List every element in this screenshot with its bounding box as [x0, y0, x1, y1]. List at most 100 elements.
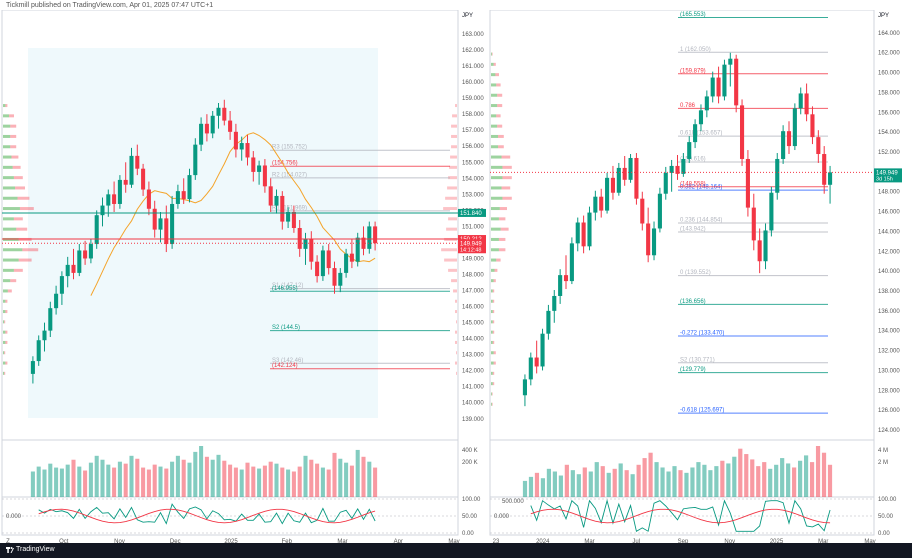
- level-label: 0.786: [680, 103, 696, 109]
- volume-profile-right-bar: [455, 361, 457, 365]
- time-tick-label: Apr: [394, 539, 403, 543]
- right-chart-pane[interactable]: (165.553) 1 (162.050) (159.879) 0.786 0.618 …: [488, 9, 912, 545]
- candles: [522, 52, 833, 407]
- volume-bar: [141, 467, 146, 497]
- volume-profile-bar-up: [491, 361, 494, 365]
- volume-bar: [297, 466, 302, 497]
- candle-body: [303, 239, 308, 249]
- candle-body: [349, 253, 354, 262]
- level-label: (143.942): [680, 227, 706, 233]
- volume-bar: [750, 459, 755, 497]
- volume-bar: [600, 466, 605, 497]
- volume-profile-bar-up: [3, 145, 11, 149]
- volume-profile-bar-down: [10, 124, 17, 128]
- volume-bar: [228, 464, 233, 497]
- time-tick-label: Mar: [584, 539, 594, 543]
- price-tick-label: 154.000: [878, 130, 900, 136]
- volume-profile-bar-up: [491, 196, 503, 200]
- candle-body: [587, 212, 592, 247]
- price-tick-label: 159.000: [462, 96, 484, 102]
- candle-body: [141, 168, 146, 190]
- volume-bar: [222, 460, 227, 497]
- time-tick-label: May: [448, 539, 459, 543]
- price-tick-label: 151.000: [462, 224, 484, 230]
- candle-body: [187, 175, 192, 200]
- time-tick-label: 2024: [536, 539, 550, 543]
- volume-profile-bar-up: [491, 227, 501, 231]
- volume-profile-right-bar: [447, 186, 457, 190]
- volume-profile-right-bar: [455, 310, 457, 314]
- volume-profile-bar-down: [494, 268, 498, 272]
- volume-bar: [65, 464, 70, 497]
- volume-bar: [780, 458, 785, 497]
- volume-bar: [672, 466, 677, 497]
- candle-body: [728, 58, 733, 65]
- candles: [30, 99, 378, 384]
- oscillator-tick-label: 100.00: [462, 497, 481, 503]
- volume-profile-bar-up: [491, 330, 493, 334]
- right-chart[interactable]: (165.553) 1 (162.050) (159.879) 0.786 0.618 …: [488, 9, 912, 545]
- volume-profile-bar-down: [10, 145, 17, 149]
- candle-body: [245, 143, 250, 158]
- volume-profile-bar-down: [13, 268, 23, 272]
- volume-profile-right-bar: [451, 134, 457, 138]
- price-tick-label: 136.000: [878, 309, 900, 315]
- volume-profile-bar-down: [492, 310, 495, 314]
- volume-bar: [809, 462, 815, 497]
- candle-body: [628, 157, 633, 180]
- volume-bar: [216, 454, 221, 497]
- volume-profile-right-bar: [455, 104, 457, 108]
- volume-bar: [367, 461, 372, 497]
- volume-profile-bar-up: [3, 186, 16, 190]
- time-tick-label: Nov: [724, 539, 735, 543]
- volume-profile-right-bar: [443, 207, 457, 211]
- candle-body: [622, 167, 627, 180]
- volume-bar: [355, 449, 360, 497]
- candle-body: [816, 137, 821, 155]
- candle-body: [751, 207, 756, 241]
- left-chart-pane[interactable]: R3 (155.752) (154.756) R2 (154.027) R1 (151…: [0, 9, 486, 545]
- volume-profile-bar-down: [7, 289, 12, 293]
- volume-bar: [262, 465, 267, 497]
- volume-bar: [204, 456, 209, 497]
- volume-bar: [684, 472, 689, 497]
- candle-body: [152, 208, 157, 230]
- volume-profile-bar-up: [491, 289, 493, 293]
- candle-body: [651, 228, 657, 256]
- volume-profile-bar-down: [5, 104, 8, 108]
- candle-body: [581, 222, 586, 247]
- volume-profile-bar-up: [491, 279, 494, 283]
- volume-profile-bar-down: [502, 165, 512, 169]
- volume-bar: [798, 460, 803, 497]
- volume-profile-right-bar: [456, 351, 457, 355]
- volume-profile-bar-down: [5, 361, 8, 365]
- candle-body: [634, 157, 639, 199]
- price-axis-unit: JPY: [462, 13, 473, 19]
- price-tick-label: 141.000: [462, 385, 484, 391]
- volume-bar: [576, 474, 581, 497]
- price-tick-label: 139.000: [462, 417, 484, 423]
- volume-profile-bar-down: [492, 382, 495, 386]
- candle-body: [569, 243, 574, 282]
- price-tick-label: 147.000: [462, 289, 484, 295]
- volume-profile-bar-down: [10, 134, 17, 138]
- price-tick-label: 126.000: [878, 408, 900, 414]
- candle-body: [681, 158, 686, 174]
- volume-bar: [320, 467, 325, 497]
- volume-tick-label: 4 M: [878, 448, 888, 454]
- volume-profile-bar-up: [491, 217, 499, 221]
- left-chart[interactable]: R3 (155.752)(154.756)R2 (154.027)R1 (151…: [0, 9, 486, 545]
- last-price-box: [458, 239, 486, 254]
- volume-profile-bar-up: [3, 196, 18, 200]
- volume-profile-bar-down: [17, 196, 30, 200]
- time-tick-label: Mar: [337, 539, 347, 543]
- level-label: (142.124): [272, 363, 298, 369]
- candle-body: [763, 230, 768, 262]
- price-tag-label: 151.840: [460, 211, 482, 217]
- price-tick-label: 158.000: [878, 90, 900, 96]
- candle-body: [828, 172, 833, 185]
- volume-bar: [738, 448, 743, 497]
- candle-body: [528, 357, 533, 380]
- footer-brand: TradingView: [16, 546, 55, 553]
- volume-bar: [129, 455, 134, 497]
